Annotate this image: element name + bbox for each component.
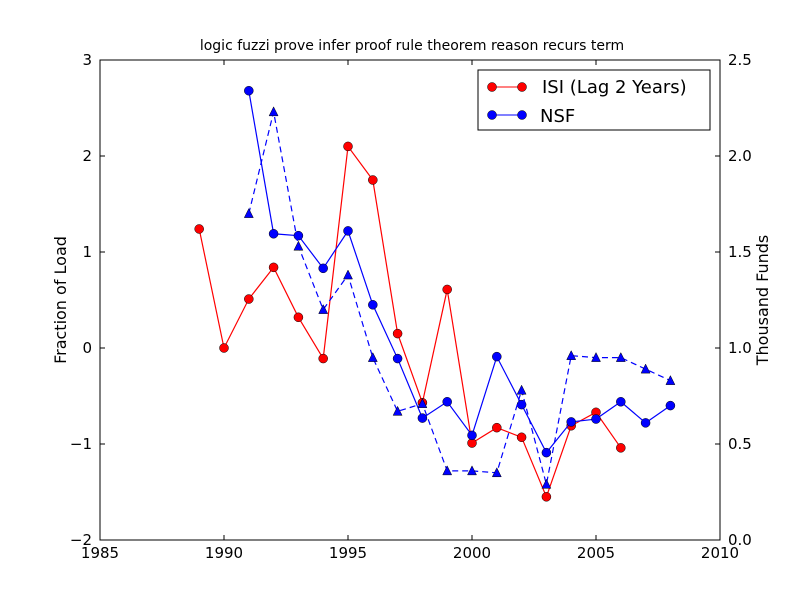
x-tick-label: 1995 <box>329 544 367 562</box>
data-point <box>442 465 453 476</box>
data-point <box>616 443 626 453</box>
data-point <box>566 417 576 427</box>
legend-marker-isi <box>517 82 527 92</box>
data-point <box>293 312 304 323</box>
data-point <box>318 263 328 274</box>
data-point <box>516 432 527 443</box>
data-point <box>343 141 353 152</box>
x-tick-label: 1990 <box>205 544 243 562</box>
data-point <box>640 363 651 374</box>
legend-label-nsf: NSF <box>540 106 575 127</box>
data-point <box>368 175 378 185</box>
y2-tick-label: 2.0 <box>728 147 752 165</box>
data-point <box>368 300 378 310</box>
data-point <box>541 492 552 502</box>
data-point <box>467 430 477 441</box>
data-point <box>268 262 279 273</box>
data-point <box>442 284 452 295</box>
data-point <box>244 294 254 304</box>
data-point <box>318 353 328 364</box>
data-point <box>343 269 353 280</box>
y-tick-label: 2 <box>82 147 92 165</box>
data-point <box>541 478 552 489</box>
data-point <box>417 413 428 423</box>
legend-label-isi: ISI (Lag 2 Years) <box>542 77 687 98</box>
y-tick-label: 0 <box>82 339 92 357</box>
y-axis-label: Fraction of Load <box>51 236 70 364</box>
chart-title: logic fuzzi prove infer proof rule theor… <box>200 38 624 54</box>
data-point <box>343 226 353 236</box>
data-point <box>467 465 477 476</box>
data-point <box>591 352 601 362</box>
data-point <box>492 422 502 433</box>
data-point <box>492 351 502 362</box>
x-tick-label: 2000 <box>453 544 491 562</box>
data-point <box>318 304 329 314</box>
data-point <box>268 106 279 117</box>
series-line-1 <box>248 90 671 454</box>
data-point <box>417 398 428 408</box>
data-point <box>665 400 676 411</box>
x-tick-label: 1985 <box>81 544 119 562</box>
data-point <box>566 350 577 360</box>
data-point <box>219 343 229 353</box>
data-point <box>665 375 676 385</box>
data-point <box>541 447 552 458</box>
data-point <box>243 208 254 218</box>
legend-marker-nsf <box>487 110 497 120</box>
data-point <box>442 397 452 407</box>
data-point <box>293 240 304 251</box>
data-point <box>640 418 651 428</box>
y2-tick-label: 0.0 <box>728 531 752 549</box>
y-tick-label: 3 <box>82 51 92 69</box>
legend-box <box>477 69 711 131</box>
y-tick-label: 1 <box>82 243 92 261</box>
data-point <box>367 352 378 362</box>
x-tick-label: 2010 <box>701 544 739 562</box>
y2-tick-label: 0.5 <box>728 435 752 453</box>
x-tick-label: 2005 <box>577 544 615 562</box>
y2-tick-label: 1.5 <box>728 243 752 261</box>
data-point <box>392 353 403 364</box>
data-point <box>591 414 601 424</box>
data-point <box>516 384 527 395</box>
data-point <box>293 230 304 241</box>
data-point <box>392 405 403 416</box>
legend-marker-isi <box>487 82 497 92</box>
data-point <box>392 328 403 339</box>
data-point <box>616 397 626 407</box>
data-point <box>268 229 279 239</box>
y2-axis-label: Thousand Funds <box>753 235 772 366</box>
y2-tick-label: 2.5 <box>728 51 752 69</box>
legend: ISI (Lag 2 Years) NSF <box>477 69 711 131</box>
y-tick-label: −2 <box>70 531 92 549</box>
plot-area <box>99 59 721 541</box>
data-point <box>194 224 204 234</box>
legend-marker-nsf <box>517 110 527 120</box>
data-point <box>615 352 626 362</box>
y-tick-label: −1 <box>70 435 92 453</box>
series-line-0 <box>198 144 622 499</box>
y2-tick-label: 1.0 <box>728 339 752 357</box>
data-point <box>244 85 254 96</box>
data-point <box>491 467 502 478</box>
